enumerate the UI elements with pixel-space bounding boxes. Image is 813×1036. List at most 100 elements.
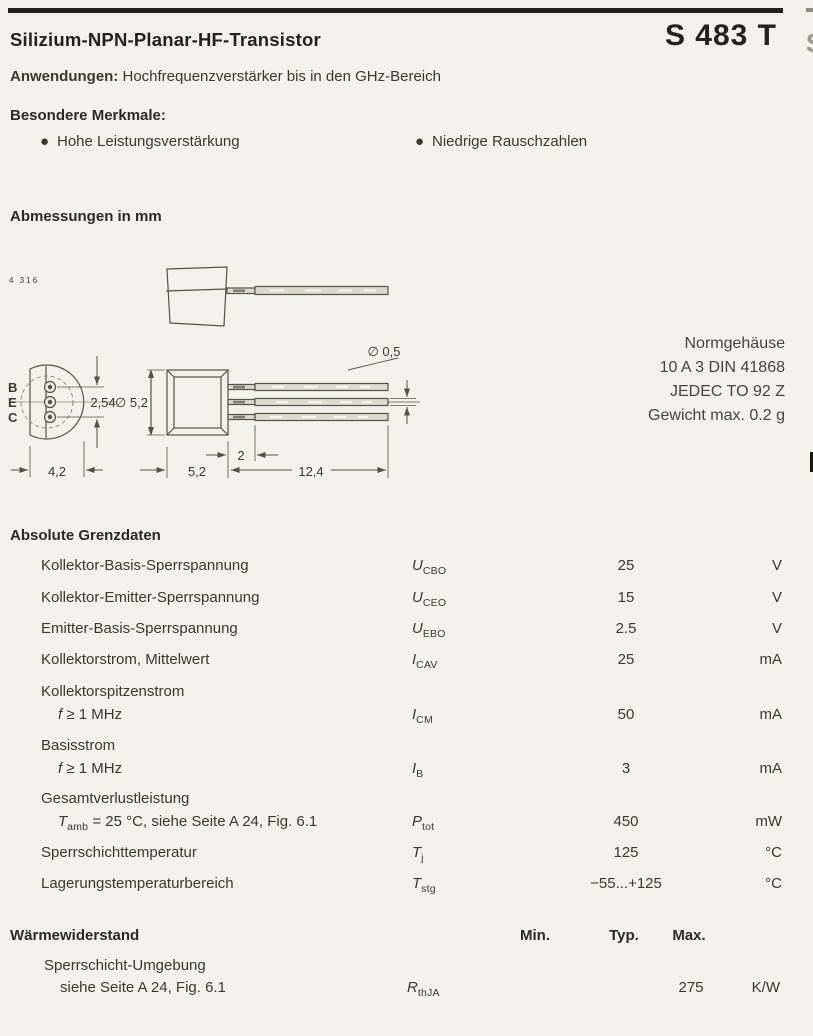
row-label: Emitter-Basis-Sperrspannung xyxy=(41,620,238,637)
package-info-line: JEDEC TO 92 Z xyxy=(670,383,785,400)
table-row-condition: siehe Seite A 24, Fig. 6.1 RthJA 275 K/W xyxy=(10,979,790,1001)
row-label: Kollektor-Emitter-Sperrspannung xyxy=(41,589,260,606)
row-symbol: IB xyxy=(412,760,424,780)
col-header-max: Max. xyxy=(672,927,706,944)
table-row-condition: Tamb = 25 °C, siehe Seite A 24, Fig. 6.1… xyxy=(10,813,790,835)
table-row-condition: f ≥ 1 MHz ICM 50 mA xyxy=(10,706,790,728)
table-row: Kollektorspitzenstrom xyxy=(10,683,790,705)
col-header-min: Min. xyxy=(520,927,550,944)
row-value: 25 xyxy=(617,651,635,668)
page-title: Silizium-NPN-Planar-HF-Transistor xyxy=(10,29,321,50)
row-symbol: Tstg xyxy=(412,875,436,895)
top-rule xyxy=(8,8,783,13)
row-symbol: Ptot xyxy=(412,813,435,833)
row-label: Basisstrom xyxy=(41,737,116,754)
table-row: Kollektor-Emitter-Sperrspannung UCEO 15 … xyxy=(10,589,790,611)
row-condition: Tamb = 25 °C, siehe Seite A 24, Fig. 6.1 xyxy=(58,813,318,833)
row-label: Kollektorspitzenstrom xyxy=(41,683,185,700)
table-row: Kollektorstrom, Mittelwert ICAV 25 mA xyxy=(10,651,790,673)
row-label: Kollektor-Basis-Sperrspannung xyxy=(41,557,249,574)
feature-item: ● Hohe Leistungsverstärkung xyxy=(40,133,240,150)
part-number: S 483 T xyxy=(664,19,777,52)
row-unit: mA xyxy=(759,651,783,668)
row-label: Lagerungstemperaturbereich xyxy=(41,875,234,892)
row-unit: V xyxy=(771,589,782,606)
table-row: Sperrschichttemperatur Tj 125 °C xyxy=(10,844,790,866)
table-row: Sperrschicht-Umgebung xyxy=(10,957,790,979)
features-heading: Besondere Merkmale: xyxy=(10,107,166,124)
scan-edge-glyph: S xyxy=(806,28,813,59)
row-unit: mW xyxy=(755,813,782,830)
row-symbol: RthJA xyxy=(407,979,440,999)
row-value: 3 xyxy=(621,760,631,777)
row-unit: mA xyxy=(759,760,783,777)
grenzdaten-heading: Absolute Grenzdaten xyxy=(10,527,161,544)
table-row-condition: f ≥ 1 MHz IB 3 mA xyxy=(10,760,790,782)
package-info-line: 10 A 3 DIN 41868 xyxy=(659,359,785,376)
dim-body-dia: ∅ 5,2 xyxy=(115,395,148,410)
package-info-line: Normgehäuse xyxy=(684,335,786,352)
dim-shoulder: 2 xyxy=(237,448,244,463)
row-max-value: 275 xyxy=(678,979,704,996)
package-info-line: Gewicht max. 0.2 g xyxy=(648,407,785,424)
row-label: Kollektorstrom, Mittelwert xyxy=(41,651,210,668)
row-value: −55...+125 xyxy=(590,875,662,892)
row-value: 25 xyxy=(617,557,635,574)
scan-edge-dash xyxy=(806,8,813,12)
dim-flat-width: 4,2 xyxy=(48,464,66,479)
table-row: Basisstrom xyxy=(10,737,790,759)
scan-edge-tab xyxy=(810,452,813,472)
col-header-typ: Typ. xyxy=(609,927,639,944)
package-top-view xyxy=(165,266,389,327)
bullet-icon: ● xyxy=(40,133,50,150)
row-unit: V xyxy=(771,557,782,574)
row-symbol: UCBO xyxy=(412,557,447,577)
feature-label: Niedrige Rauschzahlen xyxy=(432,133,588,150)
feature-label: Hohe Leistungsverstärkung xyxy=(57,133,240,150)
row-label: Sperrschichttemperatur xyxy=(41,844,197,861)
bottom-dimensions xyxy=(140,425,389,478)
package-leads xyxy=(227,382,420,422)
dim-lead-dia: ∅ 0,5 xyxy=(367,344,400,359)
row-condition: siehe Seite A 24, Fig. 6.1 xyxy=(60,979,226,996)
thermal-header-row: Wärmewiderstand Min. Typ. Max. xyxy=(10,927,790,949)
row-value: 125 xyxy=(613,844,639,861)
table-row: Emitter-Basis-Sperrspannung UEBO 2.5 V xyxy=(10,620,790,642)
pin-label-c: C xyxy=(8,410,18,425)
row-unit: °C xyxy=(765,844,782,861)
figure-code: 4 316 xyxy=(9,276,39,285)
table-row: Kollektor-Basis-Sperrspannung UCBO 25 V xyxy=(10,557,790,579)
row-label: Sperrschicht-Umgebung xyxy=(44,957,206,974)
table-row: Lagerungstemperaturbereich Tstg −55...+1… xyxy=(10,875,790,897)
row-unit: K/W xyxy=(751,979,780,996)
dimensions-heading: Abmessungen in mm xyxy=(10,208,162,225)
row-condition: f ≥ 1 MHz xyxy=(58,760,123,777)
applications-text: Hochfrequenzverstärker bis in den GHz-Be… xyxy=(118,68,441,85)
dim-lead-length: 12,4 xyxy=(298,464,323,479)
row-condition: f ≥ 1 MHz xyxy=(58,706,123,723)
row-unit: V xyxy=(771,620,782,637)
row-value: 450 xyxy=(613,813,639,830)
lead-dia-dimension xyxy=(347,357,416,424)
row-unit: mA xyxy=(759,706,783,723)
row-symbol: Tj xyxy=(412,844,424,864)
package-bottom-view xyxy=(11,356,118,477)
row-value: 15 xyxy=(617,589,635,606)
row-symbol: UEBO xyxy=(412,620,446,640)
thermal-heading: Wärmewiderstand xyxy=(10,927,140,944)
table-row: Gesamtverlustleistung xyxy=(10,790,790,812)
dimension-drawing: 4 316 xyxy=(8,266,420,479)
row-symbol: UCEO xyxy=(412,589,447,609)
package-front-view xyxy=(147,369,229,436)
row-label: Gesamtverlustleistung xyxy=(41,790,190,807)
row-symbol: ICM xyxy=(412,706,433,726)
feature-item: ● Niedrige Rauschzahlen xyxy=(415,133,587,150)
bullet-icon: ● xyxy=(415,133,425,150)
dim-body-width: 5,2 xyxy=(188,464,206,479)
dim-pin-span: 2,54 xyxy=(90,395,115,410)
applications-label: Anwendungen: xyxy=(10,68,119,85)
package-info: Normgehäuse 10 A 3 DIN 41868 JEDEC TO 92… xyxy=(648,332,785,428)
row-value: 2.5 xyxy=(615,620,637,637)
row-symbol: ICAV xyxy=(412,651,438,671)
